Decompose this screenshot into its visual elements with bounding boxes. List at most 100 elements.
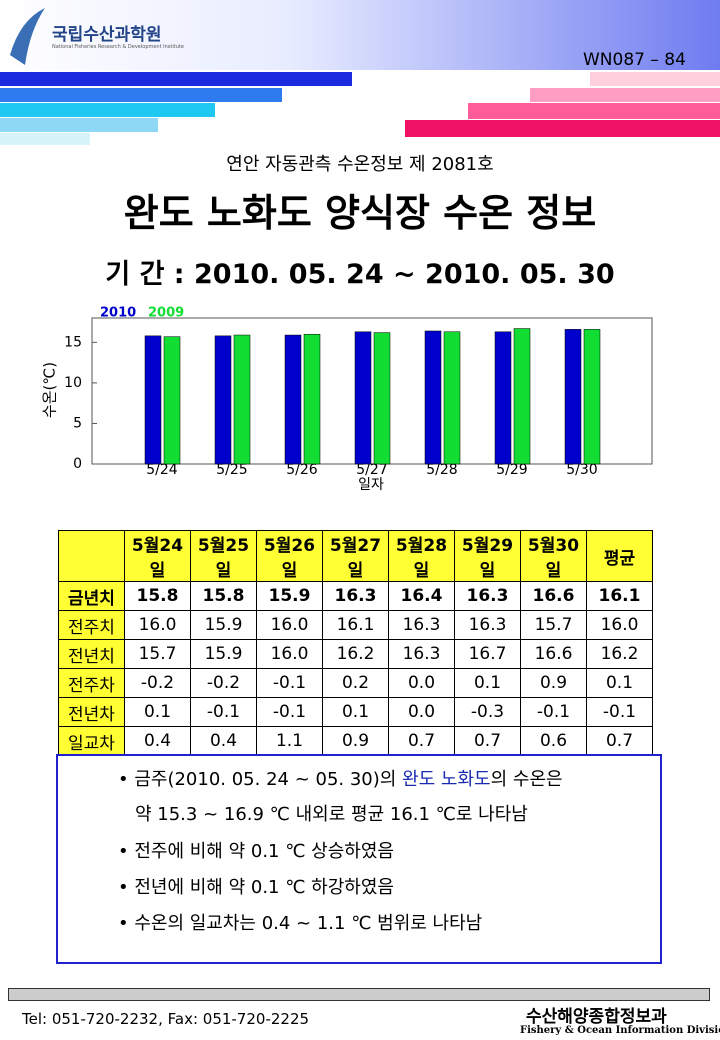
x-tick-label: 5/30: [566, 462, 597, 478]
column-header: 5월29일: [454, 530, 521, 582]
bar: [583, 329, 601, 465]
y-tick-label: 5: [73, 415, 82, 431]
table-cell: 0.1: [322, 697, 389, 727]
stripe: [0, 88, 282, 102]
row-header: 금년치: [58, 581, 125, 611]
table-cell: 16.6: [520, 581, 587, 611]
row-header: 전년차: [58, 697, 125, 727]
bar: [354, 331, 372, 465]
bar: [284, 334, 302, 465]
plot-frame: [91, 317, 653, 465]
org-name: 국립수산과학원: [52, 25, 162, 45]
y-tick-label: 10: [64, 375, 82, 391]
stripe: [405, 120, 720, 137]
table-cell: 16.3: [388, 639, 455, 669]
table-cell: 0.4: [124, 726, 191, 756]
doc-code: WN087 – 84: [583, 50, 686, 70]
x-tick-label: 5/27: [356, 462, 387, 478]
stripe: [0, 72, 352, 86]
table-cell: 0.4: [190, 726, 257, 756]
y-tick-label: 0: [73, 456, 82, 472]
logo-icon: [10, 8, 45, 65]
table-row: 전년차 0.1 -0.1 -0.1 0.1 0.0 -0.3 -0.1 -0.1: [58, 697, 653, 727]
row-header: 전주치: [58, 610, 125, 640]
table-cell: 16.2: [586, 639, 653, 669]
table-cell: 0.1: [124, 697, 191, 727]
note: • 전주에 비해 약 0.1 ℃ 상승하였음: [118, 841, 394, 862]
table-cell: 16.1: [586, 581, 653, 611]
table-cell: 16.2: [322, 639, 389, 669]
bar: [564, 329, 582, 465]
column-header: 5월27일: [322, 530, 389, 582]
x-tick-label: 5/29: [496, 462, 527, 478]
bar: [443, 331, 461, 465]
data-table: 5월24일 5월25일 5월26일 5월27일 5월28일 5월29일 5월30일 평균 금년치…: [58, 530, 653, 756]
x-tick-label: 5/26: [286, 462, 318, 478]
note: • 수온의 일교차는 0.4 ~ 1.1 ℃ 범위로 나타남: [118, 913, 483, 934]
org-name-en: National Fisheries Research & Developmen…: [52, 44, 184, 50]
footer-bar: [8, 988, 710, 1001]
table-cell: 0.7: [454, 726, 521, 756]
table-cell: 16.6: [520, 639, 587, 669]
table-cell: 15.8: [190, 581, 257, 611]
table-cell: 16.3: [322, 581, 389, 611]
table-cell: 0.7: [388, 726, 455, 756]
table-cell: 15.8: [124, 581, 191, 611]
table-cell: 16.0: [124, 610, 191, 640]
table-cell: -0.2: [190, 668, 257, 698]
table-cell: 0.1: [586, 668, 653, 698]
row-header: 전년치: [58, 639, 125, 669]
column-header: 5월30일: [520, 530, 587, 582]
column-header: 5월28일: [388, 530, 455, 582]
legend-label: 2010: [100, 306, 136, 321]
note-text: 의 수온은: [490, 769, 563, 790]
table-row: 전주치 16.0 15.9 16.0 16.1 16.3 16.3 15.7 16.0: [58, 610, 653, 640]
table-cell: 15.9: [190, 639, 257, 669]
note: • 전년에 비해 약 0.1 ℃ 하강하였음: [118, 877, 394, 898]
bar: [513, 328, 531, 465]
stripe: [0, 133, 90, 145]
bar: [373, 332, 391, 465]
table-row: 전년치 15.7 15.9 16.0 16.2 16.3 16.7 16.6 16.2: [58, 639, 653, 669]
table-cell: 0.0: [388, 697, 455, 727]
stripe: [530, 88, 720, 102]
note-text: • 금주(2010. 05. 24 ~ 05. 30)의: [118, 769, 403, 790]
table-cell: 16.7: [454, 639, 521, 669]
table-cell: 0.9: [520, 668, 587, 698]
table-cell: 16.0: [256, 639, 323, 669]
table-row: 전주차 -0.2 -0.2 -0.1 0.2 0.0 0.1 0.9 0.1: [58, 668, 653, 698]
column-header: 평균: [586, 530, 653, 582]
table-cell: 16.1: [322, 610, 389, 640]
stripe: [0, 103, 215, 117]
note: • 금주(2010. 05. 24 ~ 05. 30)의 완도 노화도의 수온은: [118, 765, 563, 791]
bar: [303, 333, 321, 465]
table-cell: 15.7: [124, 639, 191, 669]
chart: 수온(℃) 일자 0 5 10 15 2010 2009 5/24 5/25 5/26 5/27 5…: [41, 306, 653, 493]
contact: Tel: 051-720-2232, Fax: 051-720-2225: [22, 1010, 310, 1028]
table-header-row: 5월24일 5월25일 5월26일 5월27일 5월28일 5월29일 5월30일 평균: [58, 530, 653, 582]
column-header: 5월24일: [124, 530, 191, 582]
table-cell: -0.1: [256, 697, 323, 727]
table-cell: 0.1: [454, 668, 521, 698]
table-cell: 0.6: [520, 726, 587, 756]
x-tick-label: 5/28: [426, 462, 457, 478]
table-cell: -0.3: [454, 697, 521, 727]
row-header: 전주차: [58, 668, 125, 698]
issue: 연안 자동관측 수온정보 제 2081호: [226, 154, 494, 175]
table-cell: 16.0: [586, 610, 653, 640]
table-cell: -0.1: [190, 697, 257, 727]
bar: [233, 334, 251, 465]
division: 수산해양종합정보과: [526, 1007, 667, 1027]
notes-box: [56, 754, 662, 964]
table-cell: 16.0: [256, 610, 323, 640]
stripe: [590, 72, 720, 86]
bar: [424, 330, 442, 465]
table-cell: -0.2: [124, 668, 191, 698]
table-cell: 0.2: [322, 668, 389, 698]
note-place: 완도 노화도: [402, 769, 491, 790]
table-cell: 0.7: [586, 726, 653, 756]
table-row: 일교차 0.4 0.4 1.1 0.9 0.7 0.7 0.6 0.7: [58, 726, 653, 756]
table-row: 금년치 15.8 15.8 15.9 16.3 16.4 16.3 16.6 16.1: [58, 581, 653, 611]
legend-label: 2009: [148, 306, 184, 321]
table-cell: 16.3: [388, 610, 455, 640]
